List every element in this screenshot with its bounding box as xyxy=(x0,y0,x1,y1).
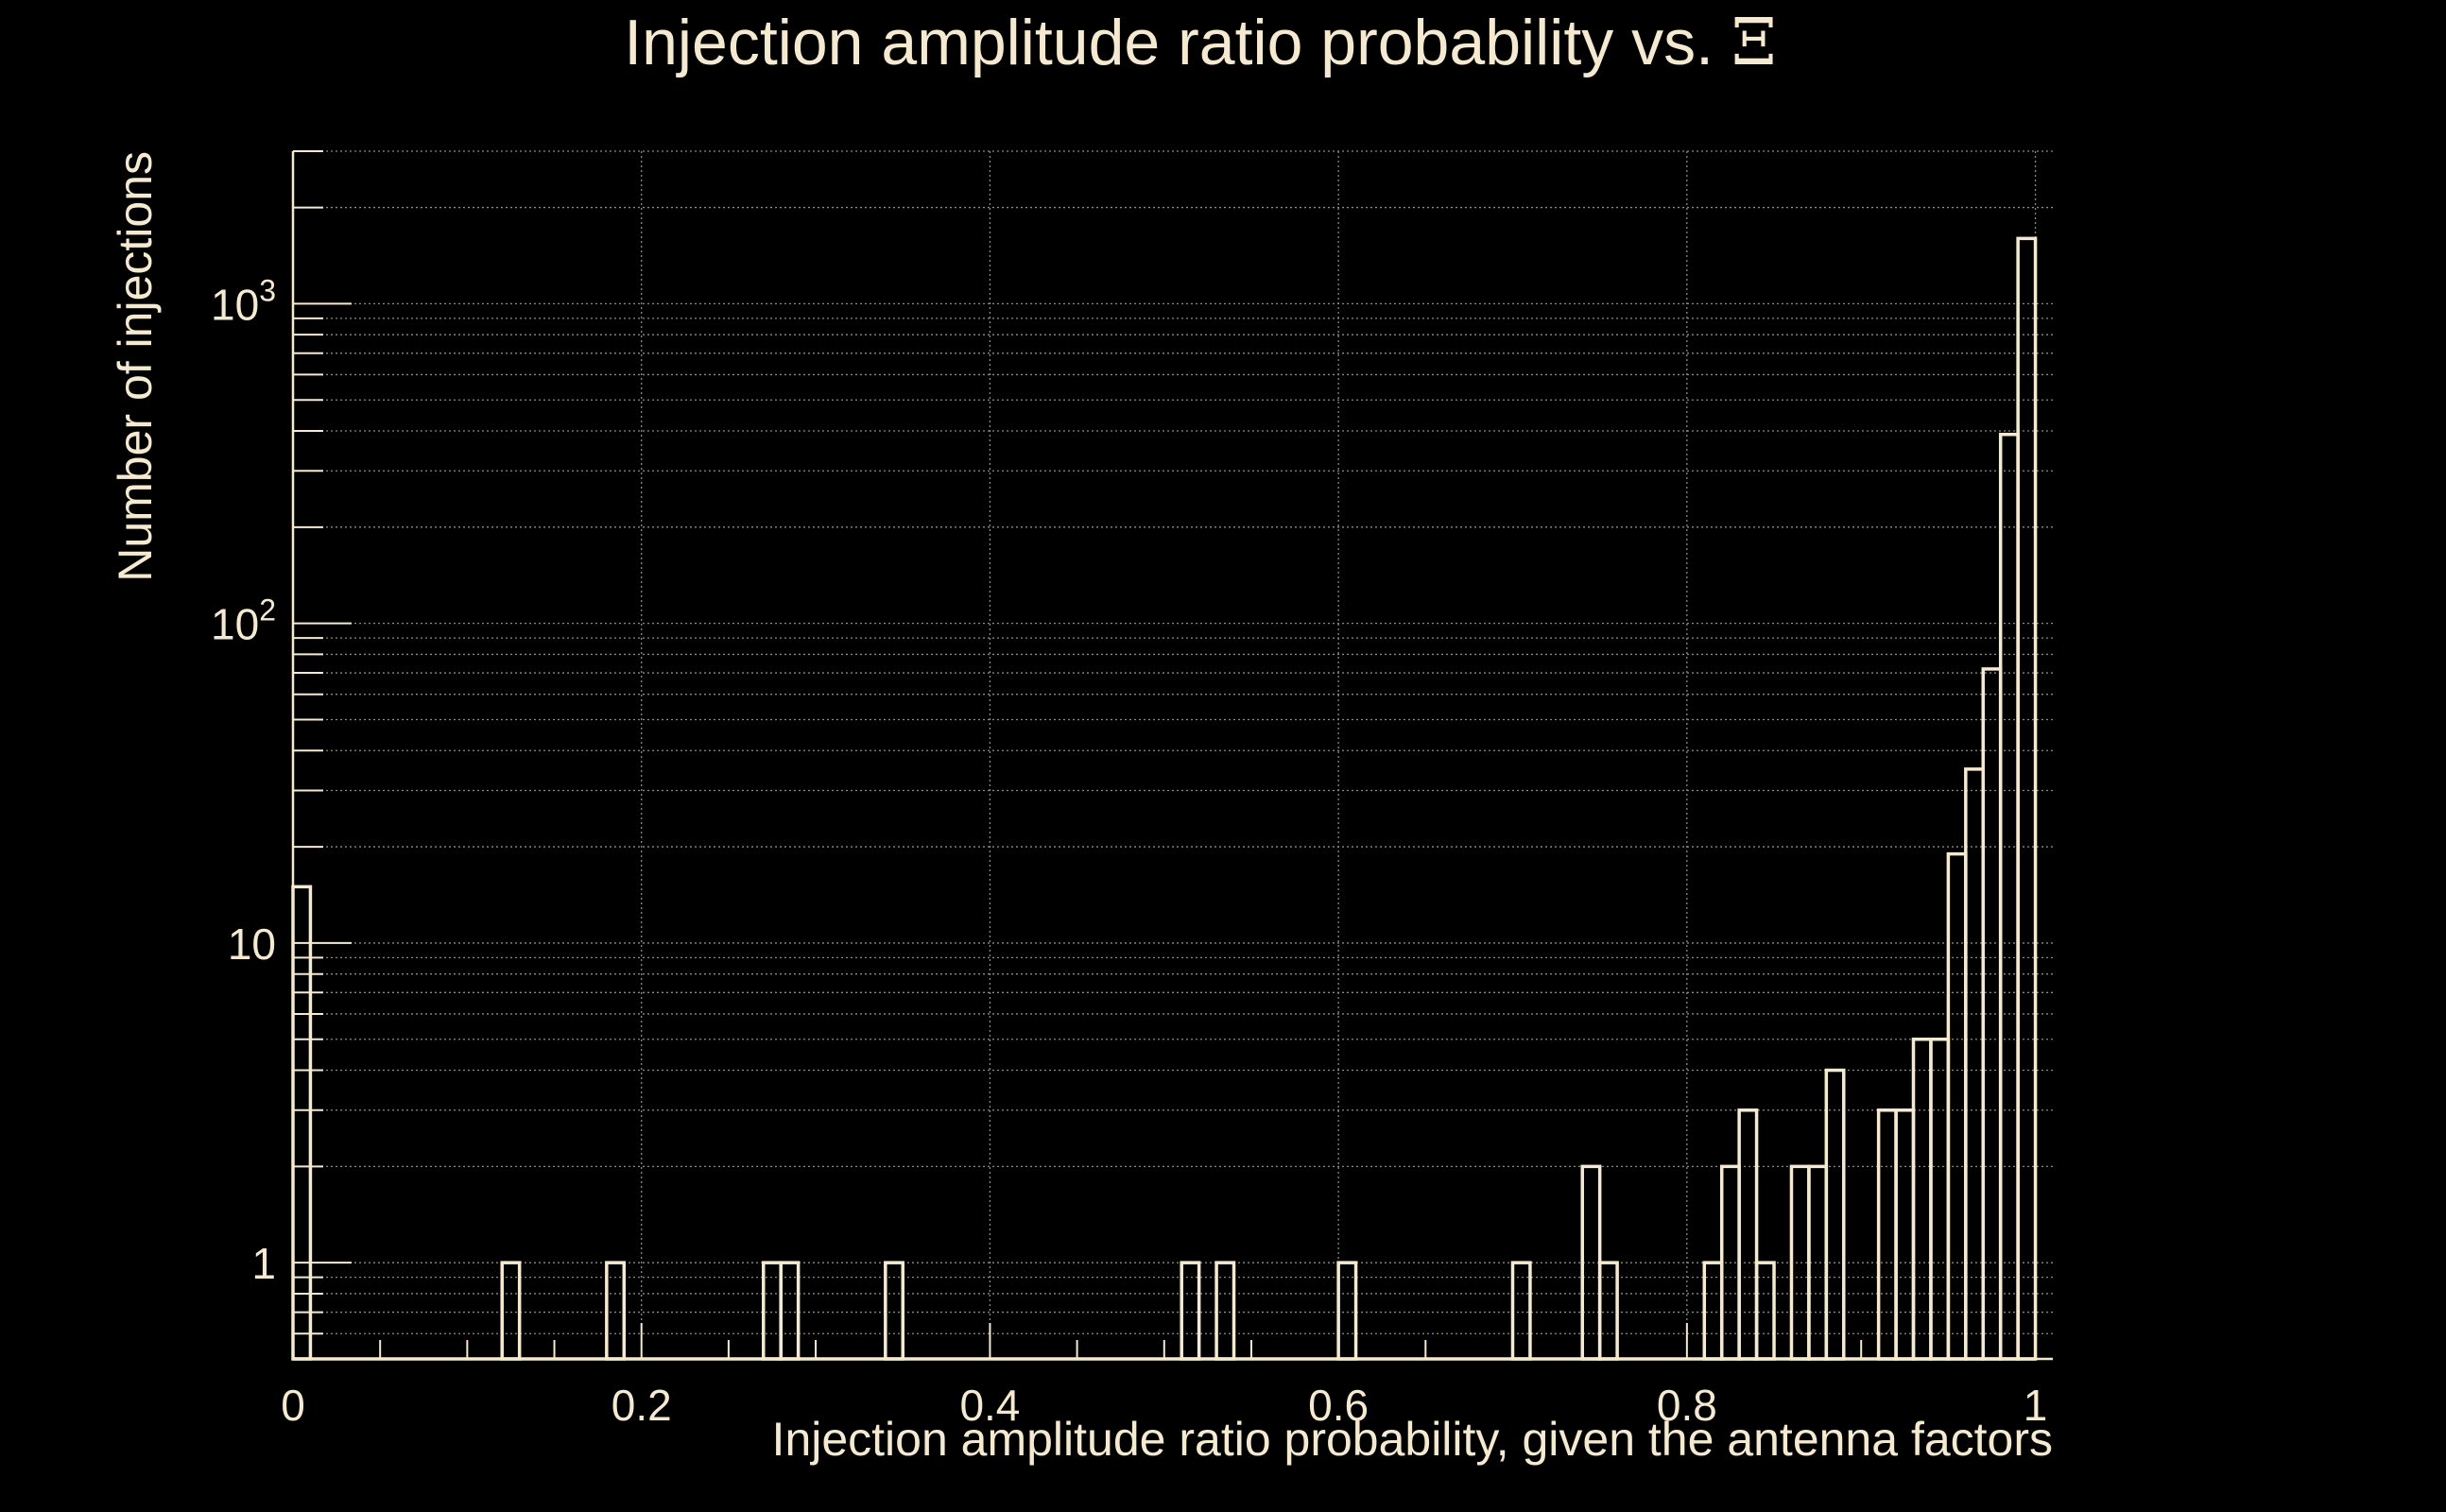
chart-title: Injection amplitude ratio probability vs… xyxy=(624,6,1777,80)
y-axis-label: Number of injections xyxy=(109,151,162,582)
y-tick-label: 103 xyxy=(211,273,276,329)
y-tick-label-exponent: 3 xyxy=(259,273,276,307)
y-tick-label: 10 xyxy=(228,919,276,969)
labels: Injection amplitude ratio probability vs… xyxy=(109,6,2053,1466)
chart-title-symbol: Ξ xyxy=(1731,6,1777,80)
x-tick-label: 0 xyxy=(281,1381,305,1430)
x-tick-label: 0.4 xyxy=(959,1381,1020,1430)
x-tick-label: 0.8 xyxy=(1657,1381,1717,1430)
x-tick-label: 0.2 xyxy=(612,1381,672,1430)
grid xyxy=(292,150,2053,1360)
x-tick-label: 1 xyxy=(2024,1381,2048,1430)
y-tick-label-base: 10 xyxy=(211,280,259,329)
x-tick-label: 0.6 xyxy=(1308,1381,1369,1430)
histogram xyxy=(291,236,2038,1361)
y-tick-label: 1 xyxy=(251,1239,276,1288)
y-tick-label-exponent: 2 xyxy=(259,593,276,627)
chart-title-text: Injection amplitude ratio probability vs… xyxy=(624,7,1714,78)
y-tick-label-base: 10 xyxy=(228,919,276,969)
x-axis-label: Injection amplitude ratio probability, g… xyxy=(772,1413,2053,1466)
y-tick-label: 102 xyxy=(211,593,276,649)
y-tick-label-base: 10 xyxy=(211,600,259,649)
y-tick-label-base: 1 xyxy=(251,1239,276,1288)
